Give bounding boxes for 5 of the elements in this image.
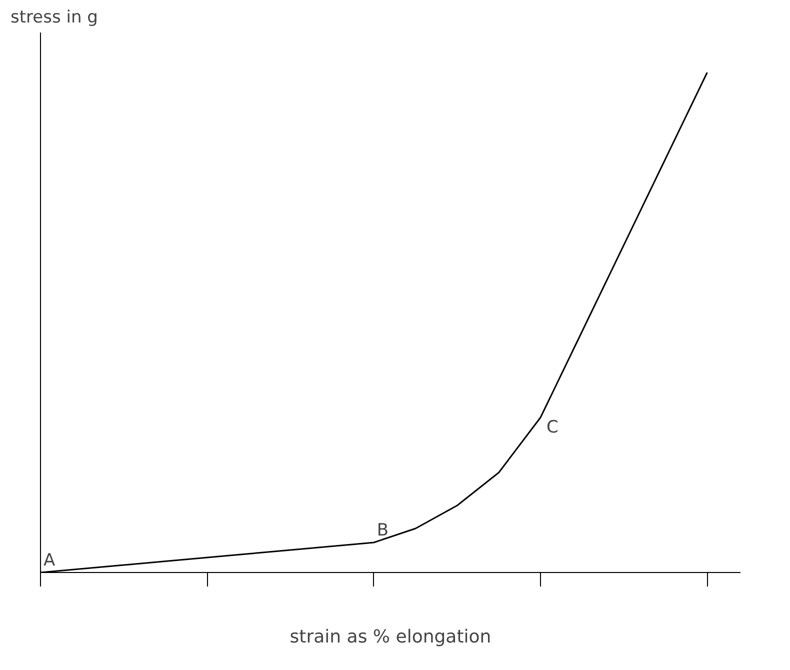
x-axis-title: strain as % elongation bbox=[290, 626, 492, 648]
annotation: B bbox=[376, 520, 389, 540]
y-axis-title: stress in g bbox=[10, 8, 98, 28]
annotation: C bbox=[546, 418, 558, 438]
annotation: A bbox=[44, 550, 56, 570]
